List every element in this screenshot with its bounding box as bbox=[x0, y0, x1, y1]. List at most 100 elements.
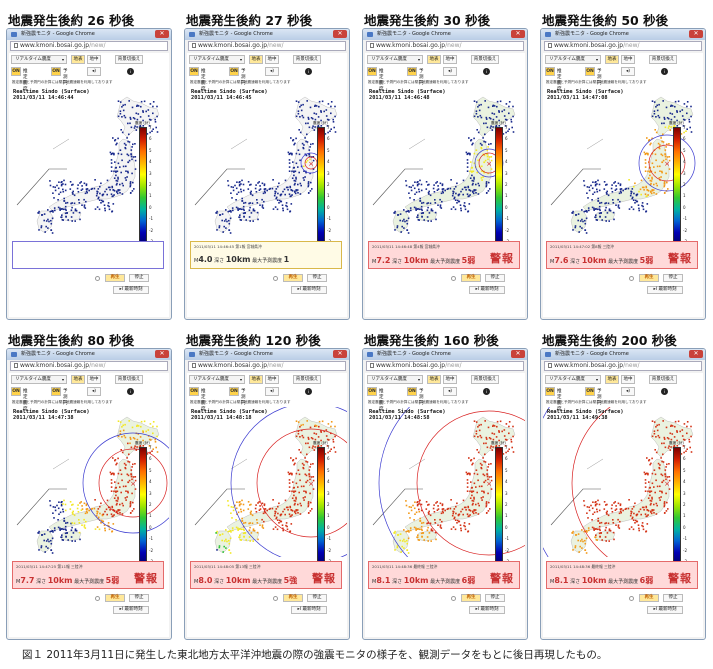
playback-radio[interactable] bbox=[95, 596, 100, 601]
play-button[interactable]: 再生 bbox=[461, 594, 481, 602]
sound-toggle-button[interactable]: ◂) bbox=[443, 67, 457, 76]
play-button[interactable]: 再生 bbox=[461, 274, 481, 282]
background-toggle-button[interactable]: 背景切換え bbox=[471, 375, 499, 384]
stop-button[interactable]: 停止 bbox=[663, 594, 683, 602]
estimated-intensity-toggle[interactable]: ON bbox=[189, 387, 199, 396]
info-icon[interactable]: i bbox=[483, 388, 490, 395]
background-toggle-button[interactable]: 背景切換え bbox=[293, 55, 321, 64]
mode-select[interactable]: リアルタイム震度 ▾ bbox=[11, 375, 67, 384]
estimated-intensity-toggle[interactable]: ON bbox=[545, 67, 555, 76]
borehole-button[interactable]: 地中 bbox=[621, 55, 635, 64]
address-bar[interactable]: www.kmoni.bosai.go.jp/new/ bbox=[366, 41, 524, 51]
surface-button[interactable]: 地表 bbox=[605, 55, 619, 64]
window-close-button[interactable]: ✕ bbox=[689, 350, 703, 358]
mode-select[interactable]: リアルタイム震度 ▾ bbox=[189, 55, 245, 64]
latest-time-button[interactable]: ▸I 最新時刻 bbox=[113, 606, 149, 614]
play-button[interactable]: 再生 bbox=[105, 274, 125, 282]
latest-time-button[interactable]: ▸I 最新時刻 bbox=[647, 606, 683, 614]
latest-time-button[interactable]: ▸I 最新時刻 bbox=[291, 286, 327, 294]
surface-button[interactable]: 地表 bbox=[249, 55, 263, 64]
prediction-circle-toggle[interactable]: ON bbox=[229, 67, 239, 76]
prediction-circle-toggle[interactable]: ON bbox=[51, 387, 61, 396]
window-close-button[interactable]: ✕ bbox=[333, 350, 347, 358]
surface-button[interactable]: 地表 bbox=[71, 375, 85, 384]
info-icon[interactable]: i bbox=[661, 68, 668, 75]
play-button[interactable]: 再生 bbox=[639, 274, 659, 282]
borehole-button[interactable]: 地中 bbox=[265, 375, 279, 384]
address-bar[interactable]: www.kmoni.bosai.go.jp/new/ bbox=[544, 41, 702, 51]
info-icon[interactable]: i bbox=[305, 68, 312, 75]
window-close-button[interactable]: ✕ bbox=[155, 350, 169, 358]
mode-select[interactable]: リアルタイム震度 ▾ bbox=[11, 55, 67, 64]
mode-select[interactable]: リアルタイム震度 ▾ bbox=[367, 55, 423, 64]
window-close-button[interactable]: ✕ bbox=[155, 30, 169, 38]
estimated-intensity-toggle[interactable]: ON bbox=[11, 67, 21, 76]
stop-button[interactable]: 停止 bbox=[129, 274, 149, 282]
playback-radio[interactable] bbox=[273, 596, 278, 601]
info-icon[interactable]: i bbox=[483, 68, 490, 75]
address-bar[interactable]: www.kmoni.bosai.go.jp/new/ bbox=[188, 361, 346, 371]
borehole-button[interactable]: 地中 bbox=[621, 375, 635, 384]
play-button[interactable]: 再生 bbox=[283, 274, 303, 282]
sound-toggle-button[interactable]: ◂) bbox=[87, 67, 101, 76]
info-icon[interactable]: i bbox=[127, 388, 134, 395]
playback-radio[interactable] bbox=[451, 276, 456, 281]
sound-toggle-button[interactable]: ◂) bbox=[443, 387, 457, 396]
mode-select[interactable]: リアルタイム震度 ▾ bbox=[367, 375, 423, 384]
mode-select[interactable]: リアルタイム震度 ▾ bbox=[189, 375, 245, 384]
playback-radio[interactable] bbox=[629, 276, 634, 281]
prediction-circle-toggle[interactable]: ON bbox=[51, 67, 61, 76]
surface-button[interactable]: 地表 bbox=[71, 55, 85, 64]
stop-button[interactable]: 停止 bbox=[307, 274, 327, 282]
latest-time-button[interactable]: ▸I 最新時刻 bbox=[469, 606, 505, 614]
borehole-button[interactable]: 地中 bbox=[265, 55, 279, 64]
playback-radio[interactable] bbox=[451, 596, 456, 601]
mode-select[interactable]: リアルタイム震度 ▾ bbox=[545, 55, 601, 64]
address-bar[interactable]: www.kmoni.bosai.go.jp/new/ bbox=[188, 41, 346, 51]
estimated-intensity-toggle[interactable]: ON bbox=[11, 387, 21, 396]
address-bar[interactable]: www.kmoni.bosai.go.jp/new/ bbox=[366, 361, 524, 371]
play-button[interactable]: 再生 bbox=[283, 594, 303, 602]
stop-button[interactable]: 停止 bbox=[307, 594, 327, 602]
stop-button[interactable]: 停止 bbox=[663, 274, 683, 282]
latest-time-button[interactable]: ▸I 最新時刻 bbox=[113, 286, 149, 294]
background-toggle-button[interactable]: 背景切換え bbox=[115, 55, 143, 64]
borehole-button[interactable]: 地中 bbox=[443, 55, 457, 64]
surface-button[interactable]: 地表 bbox=[427, 375, 441, 384]
prediction-circle-toggle[interactable]: ON bbox=[229, 387, 239, 396]
sound-toggle-button[interactable]: ◂) bbox=[265, 67, 279, 76]
sound-toggle-button[interactable]: ◂) bbox=[265, 387, 279, 396]
borehole-button[interactable]: 地中 bbox=[443, 375, 457, 384]
borehole-button[interactable]: 地中 bbox=[87, 55, 101, 64]
stop-button[interactable]: 停止 bbox=[485, 274, 505, 282]
playback-radio[interactable] bbox=[629, 596, 634, 601]
borehole-button[interactable]: 地中 bbox=[87, 375, 101, 384]
latest-time-button[interactable]: ▸I 最新時刻 bbox=[291, 606, 327, 614]
background-toggle-button[interactable]: 背景切換え bbox=[293, 375, 321, 384]
prediction-circle-toggle[interactable]: ON bbox=[585, 67, 595, 76]
estimated-intensity-toggle[interactable]: ON bbox=[367, 67, 377, 76]
sound-toggle-button[interactable]: ◂) bbox=[621, 387, 635, 396]
prediction-circle-toggle[interactable]: ON bbox=[407, 387, 417, 396]
latest-time-button[interactable]: ▸I 最新時刻 bbox=[469, 286, 505, 294]
background-toggle-button[interactable]: 背景切換え bbox=[649, 375, 677, 384]
window-close-button[interactable]: ✕ bbox=[689, 30, 703, 38]
play-button[interactable]: 再生 bbox=[639, 594, 659, 602]
window-close-button[interactable]: ✕ bbox=[333, 30, 347, 38]
address-bar[interactable]: www.kmoni.bosai.go.jp/new/ bbox=[544, 361, 702, 371]
estimated-intensity-toggle[interactable]: ON bbox=[545, 387, 555, 396]
stop-button[interactable]: 停止 bbox=[129, 594, 149, 602]
info-icon[interactable]: i bbox=[305, 388, 312, 395]
latest-time-button[interactable]: ▸I 最新時刻 bbox=[647, 286, 683, 294]
prediction-circle-toggle[interactable]: ON bbox=[407, 67, 417, 76]
background-toggle-button[interactable]: 背景切換え bbox=[115, 375, 143, 384]
stop-button[interactable]: 停止 bbox=[485, 594, 505, 602]
surface-button[interactable]: 地表 bbox=[427, 55, 441, 64]
playback-radio[interactable] bbox=[95, 276, 100, 281]
surface-button[interactable]: 地表 bbox=[605, 375, 619, 384]
window-close-button[interactable]: ✕ bbox=[511, 350, 525, 358]
window-close-button[interactable]: ✕ bbox=[511, 30, 525, 38]
play-button[interactable]: 再生 bbox=[105, 594, 125, 602]
background-toggle-button[interactable]: 背景切換え bbox=[649, 55, 677, 64]
sound-toggle-button[interactable]: ◂) bbox=[621, 67, 635, 76]
